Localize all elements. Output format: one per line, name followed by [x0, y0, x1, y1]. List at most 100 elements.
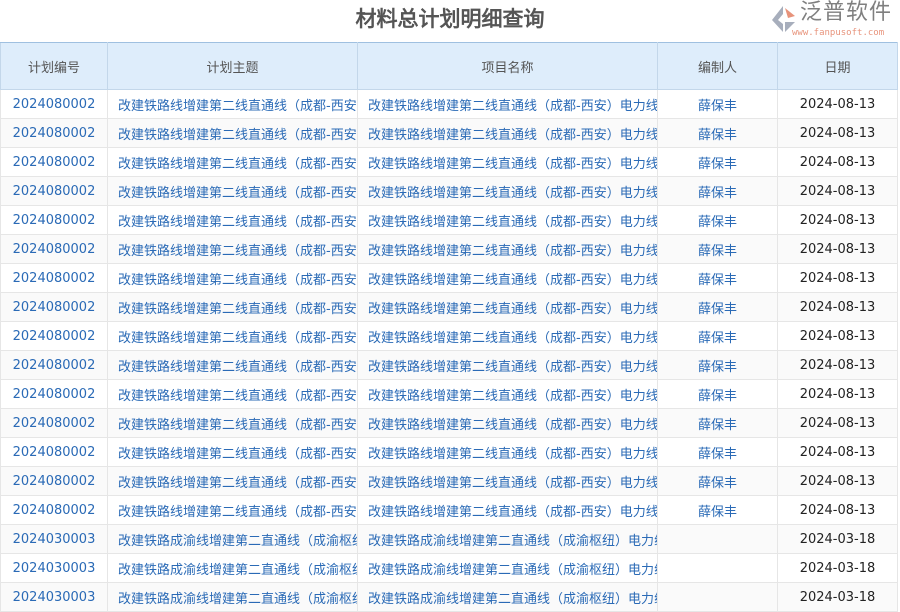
plan-subject-cell[interactable]: 改建铁路线增建第二线直通线（成都-西安	[107, 466, 358, 496]
plan-no-cell[interactable]: 2024080002	[0, 408, 108, 438]
plan-subject-cell[interactable]: 改建铁路线增建第二线直通线（成都-西安	[107, 263, 358, 293]
author-cell: 薛保丰	[657, 437, 778, 467]
author-cell: 薛保丰	[657, 321, 778, 351]
project-name-cell[interactable]: 改建铁路线增建第二线直通线（成都-西安）电力线	[357, 292, 658, 322]
date-cell: 2024-08-13	[777, 234, 898, 264]
author-cell: 薛保丰	[657, 350, 778, 380]
project-name-cell[interactable]: 改建铁路线增建第二线直通线（成都-西安）电力线	[357, 205, 658, 235]
project-name-cell[interactable]: 改建铁路线增建第二线直通线（成都-西安）电力线	[357, 437, 658, 467]
project-name-cell[interactable]: 改建铁路成渝线增建第二直通线（成渝枢纽）电力线	[357, 524, 658, 554]
project-name-cell[interactable]: 改建铁路线增建第二线直通线（成都-西安）电力线	[357, 176, 658, 206]
column-header-date[interactable]: 日期	[777, 42, 898, 90]
plan-no-cell[interactable]: 2024080002	[0, 205, 108, 235]
plan-subject-cell[interactable]: 改建铁路线增建第二线直通线（成都-西安	[107, 350, 358, 380]
plan-no-cell[interactable]: 2024080002	[0, 292, 108, 322]
plan-subject-cell[interactable]: 改建铁路线增建第二线直通线（成都-西安	[107, 379, 358, 409]
author-cell	[657, 524, 778, 554]
table-row[interactable]: 2024080002 改建铁路线增建第二线直通线（成都-西安 改建铁路线增建第二线直…	[0, 321, 898, 351]
plan-no-cell[interactable]: 2024080002	[0, 147, 108, 177]
table-row[interactable]: 2024080002 改建铁路线增建第二线直通线（成都-西安 改建铁路线增建第二线直…	[0, 263, 898, 293]
table-row[interactable]: 2024080002 改建铁路线增建第二线直通线（成都-西安 改建铁路线增建第二线直…	[0, 495, 898, 525]
date-cell: 2024-08-13	[777, 89, 898, 119]
plan-subject-cell[interactable]: 改建铁路线增建第二线直通线（成都-西安	[107, 176, 358, 206]
date-cell: 2024-08-13	[777, 205, 898, 235]
plan-no-cell[interactable]: 2024030003	[0, 553, 108, 583]
table-row[interactable]: 2024080002 改建铁路线增建第二线直通线（成都-西安 改建铁路线增建第二线直…	[0, 89, 898, 119]
plan-no-cell[interactable]: 2024080002	[0, 379, 108, 409]
plan-subject-cell[interactable]: 改建铁路成渝线增建第二直通线（成渝枢纽	[107, 524, 358, 554]
plan-no-cell[interactable]: 2024080002	[0, 176, 108, 206]
table-row[interactable]: 2024080002 改建铁路线增建第二线直通线（成都-西安 改建铁路线增建第二线直…	[0, 466, 898, 496]
author-cell: 薛保丰	[657, 234, 778, 264]
plan-subject-cell[interactable]: 改建铁路成渝线增建第二直通线（成渝枢纽	[107, 582, 358, 612]
project-name-cell[interactable]: 改建铁路线增建第二线直通线（成都-西安）电力线	[357, 350, 658, 380]
date-cell: 2024-03-18	[777, 524, 898, 554]
table-row[interactable]: 2024030003 改建铁路成渝线增建第二直通线（成渝枢纽 改建铁路成渝线增建第二…	[0, 582, 898, 612]
project-name-cell[interactable]: 改建铁路线增建第二线直通线（成都-西安）电力线	[357, 321, 658, 351]
plan-no-cell[interactable]: 2024080002	[0, 495, 108, 525]
table-row[interactable]: 2024080002 改建铁路线增建第二线直通线（成都-西安 改建铁路线增建第二线直…	[0, 408, 898, 438]
plan-no-cell[interactable]: 2024030003	[0, 524, 108, 554]
project-name-cell[interactable]: 改建铁路成渝线增建第二直通线（成渝枢纽）电力线	[357, 553, 658, 583]
column-header-project-name[interactable]: 项目名称	[357, 42, 658, 90]
project-name-cell[interactable]: 改建铁路线增建第二线直通线（成都-西安）电力线	[357, 263, 658, 293]
project-name-cell[interactable]: 改建铁路线增建第二线直通线（成都-西安）电力线	[357, 118, 658, 148]
plan-subject-cell[interactable]: 改建铁路线增建第二线直通线（成都-西安	[107, 495, 358, 525]
plan-no-cell[interactable]: 2024080002	[0, 437, 108, 467]
project-name-cell[interactable]: 改建铁路线增建第二线直通线（成都-西安）电力线	[357, 379, 658, 409]
plan-subject-cell[interactable]: 改建铁路线增建第二线直通线（成都-西安	[107, 205, 358, 235]
watermark-url: www.fanpusoft.com	[792, 28, 885, 38]
author-cell: 薛保丰	[657, 466, 778, 496]
date-cell: 2024-08-13	[777, 176, 898, 206]
project-name-cell[interactable]: 改建铁路线增建第二线直通线（成都-西安）电力线	[357, 408, 658, 438]
table-row[interactable]: 2024080002 改建铁路线增建第二线直通线（成都-西安 改建铁路线增建第二线直…	[0, 379, 898, 409]
project-name-cell[interactable]: 改建铁路线增建第二线直通线（成都-西安）电力线	[357, 466, 658, 496]
table-header-row: 计划编号 计划主题 项目名称 编制人 日期	[0, 42, 898, 90]
author-cell: 薛保丰	[657, 147, 778, 177]
plan-subject-cell[interactable]: 改建铁路线增建第二线直通线（成都-西安	[107, 234, 358, 264]
plan-no-cell[interactable]: 2024030003	[0, 582, 108, 612]
plan-subject-cell[interactable]: 改建铁路线增建第二线直通线（成都-西安	[107, 147, 358, 177]
column-header-plan-no[interactable]: 计划编号	[0, 42, 108, 90]
date-cell: 2024-03-18	[777, 582, 898, 612]
project-name-cell[interactable]: 改建铁路线增建第二线直通线（成都-西安）电力线	[357, 234, 658, 264]
table-row[interactable]: 2024030003 改建铁路成渝线增建第二直通线（成渝枢纽 改建铁路成渝线增建第二…	[0, 524, 898, 554]
plan-no-cell[interactable]: 2024080002	[0, 263, 108, 293]
plan-subject-cell[interactable]: 改建铁路成渝线增建第二直通线（成渝枢纽	[107, 553, 358, 583]
table-row[interactable]: 2024080002 改建铁路线增建第二线直通线（成都-西安 改建铁路线增建第二线直…	[0, 437, 898, 467]
table-row[interactable]: 2024080002 改建铁路线增建第二线直通线（成都-西安 改建铁路线增建第二线直…	[0, 118, 898, 148]
column-header-author[interactable]: 编制人	[657, 42, 778, 90]
plan-subject-cell[interactable]: 改建铁路线增建第二线直通线（成都-西安	[107, 408, 358, 438]
author-cell: 薛保丰	[657, 379, 778, 409]
date-cell: 2024-08-13	[777, 495, 898, 525]
project-name-cell[interactable]: 改建铁路线增建第二线直通线（成都-西安）电力线	[357, 89, 658, 119]
plan-subject-cell[interactable]: 改建铁路线增建第二线直通线（成都-西安	[107, 292, 358, 322]
plan-no-cell[interactable]: 2024080002	[0, 350, 108, 380]
table-row[interactable]: 2024080002 改建铁路线增建第二线直通线（成都-西安 改建铁路线增建第二线直…	[0, 350, 898, 380]
plan-subject-cell[interactable]: 改建铁路线增建第二线直通线（成都-西安	[107, 321, 358, 351]
plan-no-cell[interactable]: 2024080002	[0, 466, 108, 496]
plan-subject-cell[interactable]: 改建铁路线增建第二线直通线（成都-西安	[107, 437, 358, 467]
plan-subject-cell[interactable]: 改建铁路线增建第二线直通线（成都-西安	[107, 118, 358, 148]
watermark-text: 泛普软件	[800, 0, 893, 25]
plan-no-cell[interactable]: 2024080002	[0, 321, 108, 351]
author-cell: 薛保丰	[657, 292, 778, 322]
project-name-cell[interactable]: 改建铁路线增建第二线直通线（成都-西安）电力线	[357, 147, 658, 177]
table-row[interactable]: 2024080002 改建铁路线增建第二线直通线（成都-西安 改建铁路线增建第二线直…	[0, 176, 898, 206]
date-cell: 2024-08-13	[777, 466, 898, 496]
table-row[interactable]: 2024030003 改建铁路成渝线增建第二直通线（成渝枢纽 改建铁路成渝线增建第二…	[0, 553, 898, 583]
plan-no-cell[interactable]: 2024080002	[0, 89, 108, 119]
table-row[interactable]: 2024080002 改建铁路线增建第二线直通线（成都-西安 改建铁路线增建第二线直…	[0, 234, 898, 264]
table-row[interactable]: 2024080002 改建铁路线增建第二线直通线（成都-西安 改建铁路线增建第二线直…	[0, 205, 898, 235]
project-name-cell[interactable]: 改建铁路线增建第二线直通线（成都-西安）电力线	[357, 495, 658, 525]
table-row[interactable]: 2024080002 改建铁路线增建第二线直通线（成都-西安 改建铁路线增建第二线直…	[0, 147, 898, 177]
plan-detail-table: 计划编号 计划主题 项目名称 编制人 日期 2024080002 改建铁路线增建第…	[0, 42, 898, 612]
column-header-plan-subject[interactable]: 计划主题	[107, 42, 358, 90]
date-cell: 2024-08-13	[777, 437, 898, 467]
author-cell: 薛保丰	[657, 408, 778, 438]
plan-subject-cell[interactable]: 改建铁路线增建第二线直通线（成都-西安	[107, 89, 358, 119]
plan-no-cell[interactable]: 2024080002	[0, 234, 108, 264]
plan-no-cell[interactable]: 2024080002	[0, 118, 108, 148]
table-row[interactable]: 2024080002 改建铁路线增建第二线直通线（成都-西安 改建铁路线增建第二线直…	[0, 292, 898, 322]
project-name-cell[interactable]: 改建铁路成渝线增建第二直通线（成渝枢纽）电力线	[357, 582, 658, 612]
